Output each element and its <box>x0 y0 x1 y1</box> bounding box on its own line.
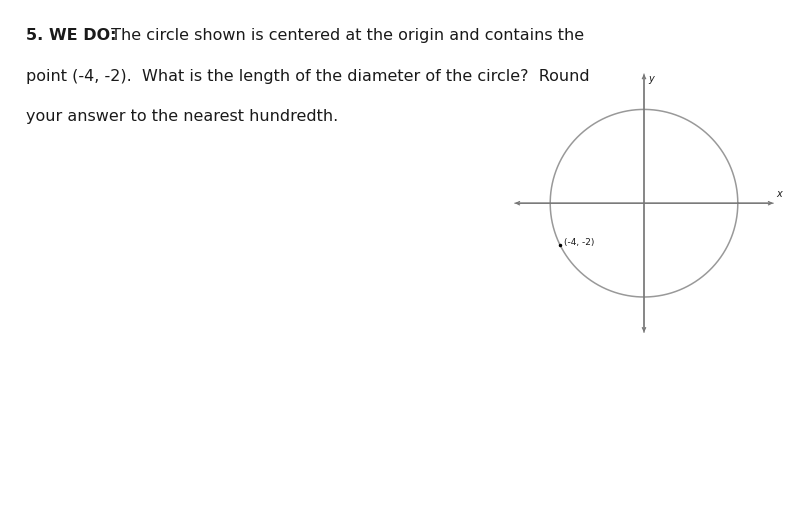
Text: (-4, -2): (-4, -2) <box>564 238 594 247</box>
Text: y: y <box>648 74 654 84</box>
Text: WE DO:: WE DO: <box>49 28 116 43</box>
Text: The circle shown is centered at the origin and contains the: The circle shown is centered at the orig… <box>106 28 585 43</box>
Text: x: x <box>776 189 782 200</box>
Text: point (-4, -2).  What is the length of the diameter of the circle?  Round: point (-4, -2). What is the length of th… <box>26 69 590 84</box>
Text: your answer to the nearest hundredth.: your answer to the nearest hundredth. <box>26 109 338 124</box>
Text: 5.: 5. <box>26 28 55 43</box>
